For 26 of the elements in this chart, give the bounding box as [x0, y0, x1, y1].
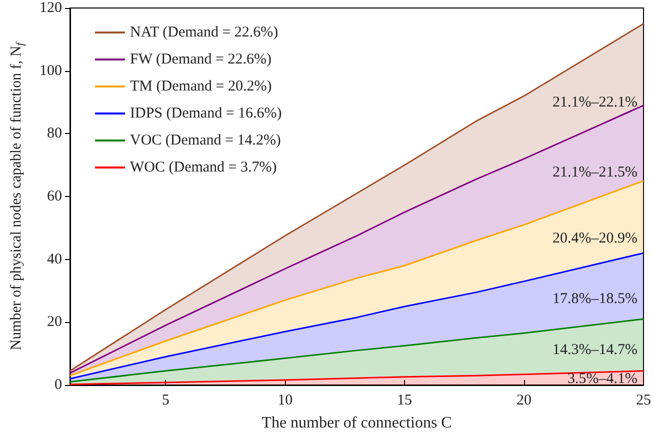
y-tick-label: 120	[40, 0, 62, 16]
x-axis-title: The number of connections C	[262, 414, 452, 432]
annotation: 20.4%–20.9%	[552, 230, 638, 247]
annotation: 21.1%–21.5%	[552, 164, 638, 180]
x-tick-label: 20	[516, 392, 532, 408]
annotation: 17.8%–18.5%	[552, 290, 638, 307]
legend-label: TM (Demand = 20.2%)	[130, 78, 272, 94]
y-tick-label: 20	[47, 314, 62, 330]
y-tick-label: 40	[47, 251, 62, 268]
annotation: 14.3%–14.7%	[552, 342, 638, 358]
legend-label: FW (Demand = 22.6%)	[130, 52, 272, 68]
annotation: 3.5%–4.1%	[568, 370, 638, 387]
legend-label: IDPS (Demand = 16.6%)	[130, 106, 282, 122]
x-tick-label: 10	[278, 392, 293, 408]
legend-label: NAT (Demand = 22.6%)	[130, 24, 278, 40]
x-tick-label: 5	[162, 392, 170, 408]
y-axis-title: Number of physical nodes capable of function f, Nf	[8, 40, 26, 350]
x-tick-label: 25	[636, 392, 651, 408]
y-tick-label: 0	[54, 377, 62, 393]
legend-label: WOC (Demand = 3.7%)	[130, 160, 277, 176]
x-tick-label: 15	[397, 392, 412, 408]
y-tick-label: 80	[47, 126, 62, 142]
y-tick-label: 60	[47, 188, 62, 204]
legend-label: VOC (Demand = 14.2%)	[130, 132, 281, 148]
y-tick-label: 100	[40, 62, 62, 79]
annotation: 21.1%–22.1%	[552, 94, 638, 110]
